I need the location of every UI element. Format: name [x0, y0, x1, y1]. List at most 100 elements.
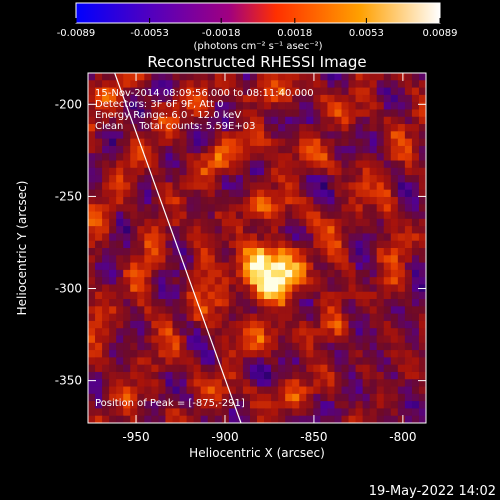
- heatmap-cell: [411, 167, 420, 176]
- heatmap-cell: [278, 218, 286, 227]
- heatmap-cell: [285, 138, 293, 147]
- heatmap-cell: [235, 182, 244, 191]
- heatmap-cell: [144, 226, 152, 235]
- heatmap-cell: [151, 73, 160, 81]
- heatmap-cell: [397, 204, 406, 213]
- heatmap-cell: [151, 102, 160, 111]
- heatmap-cell: [144, 357, 152, 366]
- heatmap-cell: [221, 204, 230, 213]
- heatmap-cell: [257, 218, 265, 227]
- heatmap-cell: [299, 218, 307, 227]
- heatmap-cell: [207, 211, 216, 220]
- heatmap-cell: [306, 328, 314, 337]
- heatmap-cell: [264, 350, 272, 358]
- heatmap-cell: [172, 335, 181, 344]
- heatmap-cell: [228, 94, 237, 103]
- annotation-total-counts: Clean Total counts: 5.59E+03: [95, 121, 255, 132]
- heatmap-cell: [334, 335, 343, 344]
- heatmap-cell: [130, 218, 138, 227]
- heatmap-cell: [320, 313, 329, 322]
- heatmap-cell: [221, 248, 230, 256]
- heatmap-cell: [200, 306, 209, 315]
- heatmap-cell: [221, 350, 230, 358]
- heatmap-cell: [397, 109, 406, 118]
- heatmap-cell: [172, 233, 181, 242]
- heatmap-cell: [123, 255, 131, 264]
- heatmap-cell: [341, 138, 350, 147]
- heatmap-cell: [165, 160, 174, 169]
- heatmap-cell: [221, 109, 230, 118]
- heatmap-cell: [242, 196, 251, 205]
- heatmap-cell: [306, 182, 314, 191]
- heatmap-cell: [193, 342, 202, 351]
- heatmap-cell: [207, 153, 216, 162]
- heatmap-cell: [109, 102, 117, 111]
- heatmap-cell: [102, 393, 110, 402]
- heatmap-cell: [249, 211, 258, 220]
- heatmap-cell: [257, 124, 265, 132]
- heatmap-cell: [193, 218, 202, 227]
- heatmap-cell: [144, 408, 152, 417]
- heatmap-cell: [348, 415, 357, 423]
- heatmap-cell: [151, 116, 160, 125]
- heatmap-cell: [390, 131, 399, 140]
- heatmap-cell: [179, 73, 188, 81]
- heatmap-cell: [292, 145, 300, 154]
- heatmap-cell: [221, 73, 230, 81]
- heatmap-cell: [292, 401, 300, 410]
- heatmap-cell: [397, 269, 406, 278]
- heatmap-cell: [186, 299, 195, 307]
- heatmap-cell: [242, 160, 251, 169]
- heatmap-cell: [172, 364, 181, 373]
- heatmap-cell: [235, 175, 244, 183]
- heatmap-cell: [418, 364, 426, 373]
- heatmap-cell: [278, 401, 286, 410]
- heatmap-cell: [88, 306, 96, 315]
- heatmap-cell: [334, 211, 343, 220]
- heatmap-cell: [102, 175, 110, 183]
- heatmap-cell: [376, 379, 385, 388]
- heatmap-cell: [172, 313, 181, 322]
- heatmap-cell: [404, 408, 413, 417]
- heatmap-cell: [355, 328, 364, 337]
- heatmap-cell: [193, 357, 202, 366]
- heatmap-cell: [151, 94, 160, 103]
- heatmap-cell: [116, 386, 124, 395]
- heatmap-cell: [200, 145, 209, 154]
- heatmap-cell: [123, 196, 131, 205]
- heatmap-cell: [221, 94, 230, 103]
- heatmap-cell: [313, 313, 321, 322]
- heatmap-cell: [355, 262, 364, 271]
- heatmap-cell: [404, 124, 413, 132]
- heatmap-cell: [355, 124, 364, 132]
- heatmap-cell: [249, 240, 258, 249]
- heatmap-cell: [144, 350, 152, 358]
- heatmap-cell: [313, 291, 321, 300]
- heatmap-cell: [390, 335, 399, 344]
- heatmap-cell: [221, 262, 230, 271]
- heatmap-cell: [242, 364, 251, 373]
- heatmap-cell: [411, 87, 420, 96]
- heatmap-cell: [116, 94, 124, 103]
- heatmap-cell: [271, 218, 279, 227]
- heatmap-cell: [165, 175, 174, 183]
- heatmap-cell: [264, 145, 272, 154]
- heatmap-cell: [383, 189, 392, 198]
- heatmap-cell: [313, 269, 321, 278]
- x-tick-label: -800: [389, 430, 416, 444]
- heatmap-cell: [348, 248, 357, 256]
- heatmap-cell: [264, 313, 272, 322]
- heatmap-cell: [172, 371, 181, 380]
- heatmap-cell: [130, 269, 138, 278]
- heatmap-cell: [362, 386, 371, 395]
- heatmap-cell: [334, 401, 343, 410]
- heatmap-cell: [193, 408, 202, 417]
- chart-title: Reconstructed RHESSI Image: [147, 53, 366, 71]
- heatmap-cell: [369, 87, 378, 96]
- heatmap-cell: [306, 386, 314, 395]
- heatmap-cell: [116, 182, 124, 191]
- heatmap-cell: [404, 94, 413, 103]
- heatmap-cell: [411, 109, 420, 118]
- heatmap-cell: [383, 269, 392, 278]
- heatmap-cell: [411, 284, 420, 293]
